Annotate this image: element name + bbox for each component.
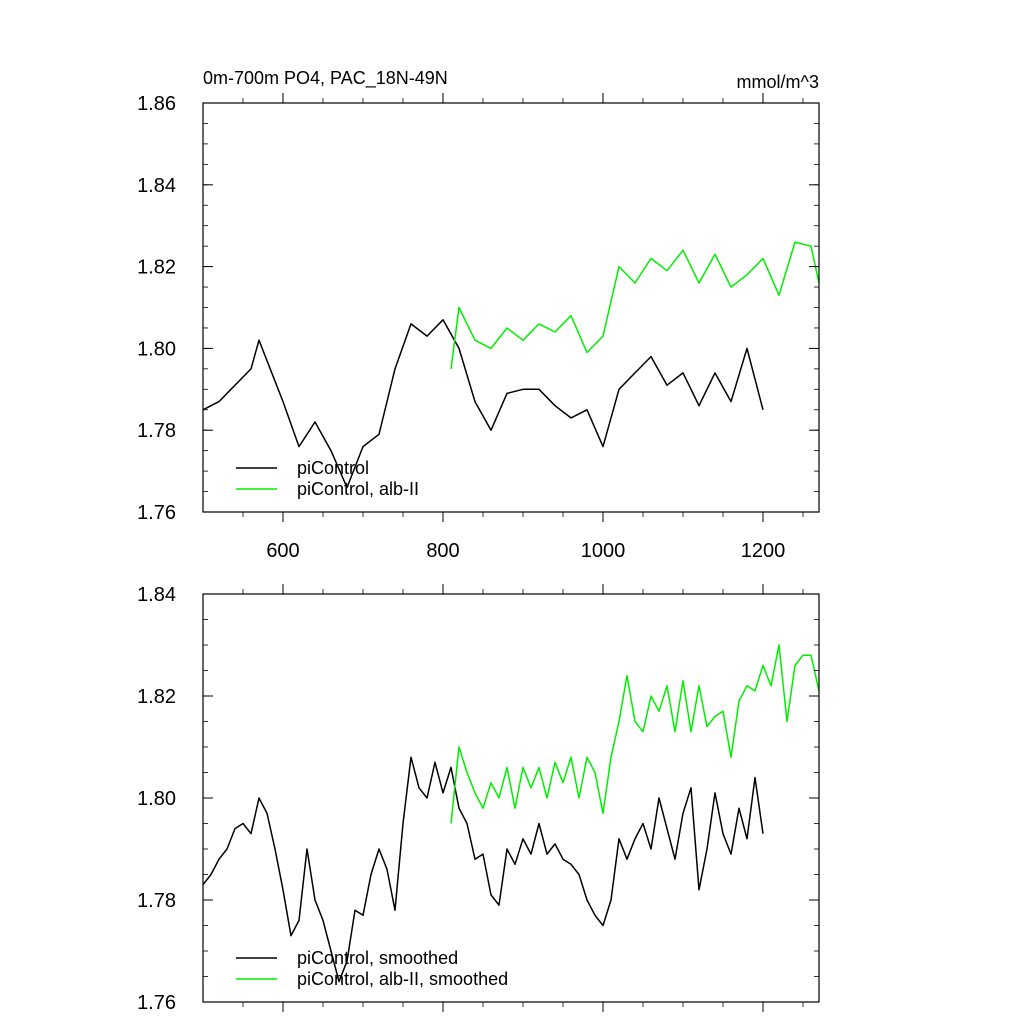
- y-tick-label: 1.82: [137, 686, 176, 708]
- legend-label-0: piControl: [297, 458, 369, 478]
- x-tick-label: 600: [266, 540, 299, 562]
- series-line-alb-ii-panel-0: [450, 241, 820, 369]
- x-tick-label: 800: [426, 540, 459, 562]
- y-tick-label: 1.80: [137, 338, 176, 360]
- y-tick-label: 1.80: [137, 788, 176, 810]
- y-tick-label: 1.76: [137, 502, 176, 524]
- bottom-panel: 1.76 1.78 1.80 1.82 1.84 piControl, smoothedp…: [137, 584, 820, 1014]
- y-tick-label: 1.82: [137, 257, 176, 279]
- x-tick-label: 1200: [741, 540, 786, 562]
- series-line-alb-ii-panel-1: [450, 644, 820, 824]
- series-line-picontrol-panel-0: [202, 319, 764, 489]
- top-panel: 1.76 1.78 1.80 1.82 1.84 1.86 600 800 1000 1200 pi…: [137, 93, 820, 562]
- y-tick-label: 1.76: [137, 992, 176, 1014]
- x-tick-label: 1000: [581, 540, 626, 562]
- series-line-picontrol-panel-1: [202, 756, 764, 983]
- y-tick-label: 1.84: [137, 584, 176, 606]
- y-tick-label: 1.84: [137, 175, 176, 197]
- legend-label-1: piControl, alb-II, smoothed: [297, 969, 508, 989]
- y-tick-label: 1.78: [137, 890, 176, 912]
- y-tick-label: 1.86: [137, 93, 176, 115]
- legend-label-1: piControl, alb-II: [297, 479, 419, 499]
- chart-title: 0m-700m PO4, PAC_18N-49N: [203, 68, 448, 89]
- legend-label-0: piControl, smoothed: [297, 948, 458, 968]
- y-tick-label: 1.78: [137, 420, 176, 442]
- plot-frame-panel-1: [202, 593, 820, 1003]
- units-label: mmol/m^3: [737, 72, 819, 92]
- plot-frame-panel-0: [202, 102, 820, 513]
